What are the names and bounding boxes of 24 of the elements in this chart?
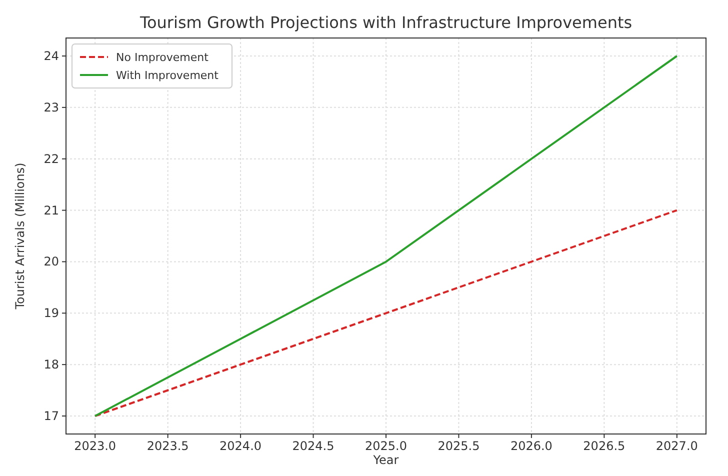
line-series: [94, 209, 678, 417]
y-axis-title: Tourist Arrivals (Millions): [13, 162, 27, 310]
y-tick-label: 21: [44, 203, 59, 218]
y-tick-label: 17: [44, 409, 59, 423]
y-tick-label: 23: [44, 100, 59, 114]
x-tick-label: 2026.5: [583, 439, 626, 453]
y-tick-label: 19: [44, 306, 59, 320]
x-axis-title: Year: [372, 453, 399, 467]
x-tick-label: 2025.5: [438, 439, 480, 453]
y-tick-label: 22: [44, 152, 59, 166]
x-tick-label: 2023.5: [146, 439, 189, 453]
y-tick-label: 18: [44, 358, 59, 372]
line-series: [94, 55, 678, 417]
y-tick-label: 20: [44, 254, 59, 269]
legend-label: With Improvement: [116, 69, 220, 82]
x-tick-label: 2023.0: [74, 439, 116, 453]
x-tick-label: 2024.5: [292, 439, 334, 453]
legend-label: No Improvement: [116, 51, 210, 64]
chart-title: Tourism Growth Projections with Infrastructure Improvements: [138, 13, 632, 32]
y-tick-label: 24: [44, 49, 59, 63]
x-tick-label: 2027.0: [656, 439, 698, 453]
x-tick-label: 2025.0: [365, 439, 407, 453]
x-tick-label: 2024.0: [220, 439, 262, 453]
x-tick-label: 2026.0: [510, 439, 552, 453]
